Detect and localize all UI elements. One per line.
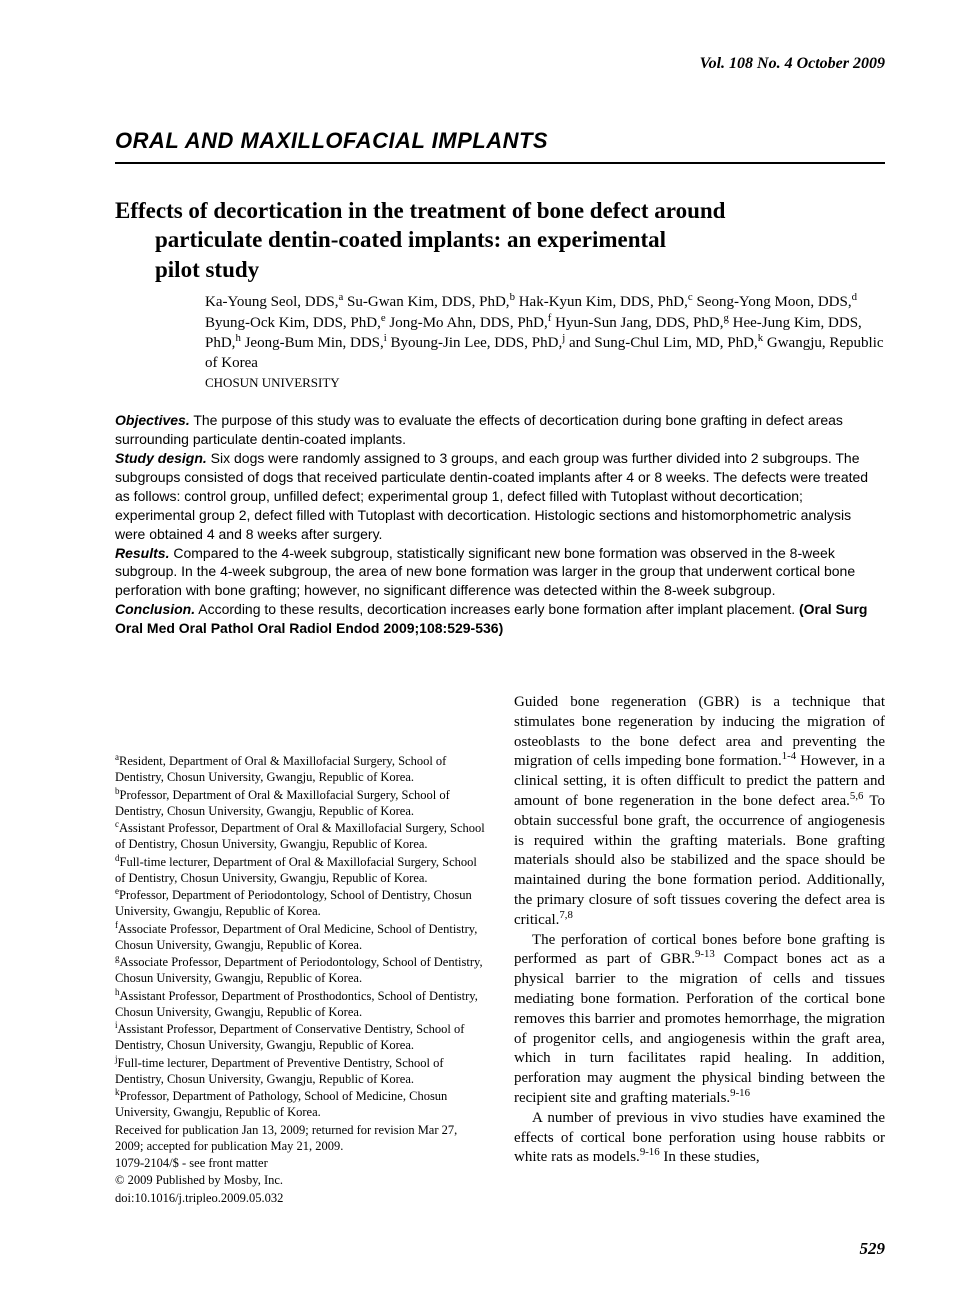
abs-heading-conclusion: Conclusion. <box>115 601 195 617</box>
footnote-line: kProfessor, Department of Pathology, Sch… <box>115 1088 486 1121</box>
abs-heading-study-design: Study design. <box>115 450 207 466</box>
footnote-line: Received for publication Jan 13, 2009; r… <box>115 1122 486 1155</box>
author-list: Ka-Young Seol, DDS,a Su-Gwan Kim, DDS, P… <box>115 292 885 373</box>
page: Vol. 108 No. 4 October 2009 ORAL AND MAX… <box>0 0 975 1309</box>
body-para-1: Guided bone regeneration (GBR) is a tech… <box>514 693 885 931</box>
footnote-line: aResident, Department of Oral & Maxillof… <box>115 753 486 786</box>
footnote-line: © 2009 Published by Mosby, Inc. <box>115 1172 486 1188</box>
abstract: Objectives. The purpose of this study wa… <box>115 411 885 638</box>
abstract-conclusion: Conclusion. According to these results, … <box>115 600 885 638</box>
title-line-2: particulate dentin-coated implants: an e… <box>115 225 885 254</box>
footnote-line: cAssistant Professor, Department of Oral… <box>115 820 486 853</box>
abs-heading-results: Results. <box>115 545 169 561</box>
section-banner: ORAL AND MAXILLOFACIAL IMPLANTS <box>115 128 885 164</box>
article-title: Effects of decortication in the treatmen… <box>115 196 885 284</box>
footnote-line: bProfessor, Department of Oral & Maxillo… <box>115 787 486 820</box>
footnote-line: doi:10.1016/j.tripleo.2009.05.032 <box>115 1190 486 1206</box>
two-column-region: aResident, Department of Oral & Maxillof… <box>115 693 885 1207</box>
footnote-line: jFull-time lecturer, Department of Preve… <box>115 1055 486 1088</box>
footnotes: aResident, Department of Oral & Maxillof… <box>115 753 486 1206</box>
page-number: 529 <box>115 1239 885 1259</box>
abs-text-objectives: The purpose of this study was to evaluat… <box>115 412 843 447</box>
footnote-line: eProfessor, Department of Periodontology… <box>115 887 486 920</box>
abs-text-conclusion: According to these results, decorticatio… <box>195 601 799 617</box>
abs-text-study-design: Six dogs were randomly assigned to 3 gro… <box>115 450 868 542</box>
affiliation-inline: CHOSUN UNIVERSITY <box>115 375 885 391</box>
abstract-objectives: Objectives. The purpose of this study wa… <box>115 411 885 449</box>
title-line-1: Effects of decortication in the treatmen… <box>115 196 885 225</box>
body-para-3: A number of previous in vivo studies hav… <box>514 1109 885 1168</box>
abs-heading-objectives: Objectives. <box>115 412 190 428</box>
footnote-line: fAssociate Professor, Department of Oral… <box>115 921 486 954</box>
footnote-line: gAssociate Professor, Department of Peri… <box>115 954 486 987</box>
title-line-3: pilot study <box>115 255 885 284</box>
footnote-line: hAssistant Professor, Department of Pros… <box>115 988 486 1021</box>
body-para-2: The perforation of cortical bones before… <box>514 931 885 1109</box>
abstract-results: Results. Compared to the 4-week subgroup… <box>115 544 885 601</box>
title-block: Effects of decortication in the treatmen… <box>115 196 885 391</box>
running-head: Vol. 108 No. 4 October 2009 <box>115 55 885 73</box>
footnote-line: 1079-2104/$ - see front matter <box>115 1155 486 1171</box>
body-text: Guided bone regeneration (GBR) is a tech… <box>514 693 885 1168</box>
abs-text-results: Compared to the 4-week subgroup, statist… <box>115 545 855 599</box>
footnote-line: dFull-time lecturer, Department of Oral … <box>115 854 486 887</box>
right-column: Guided bone regeneration (GBR) is a tech… <box>514 693 885 1207</box>
abstract-study-design: Study design. Six dogs were randomly ass… <box>115 449 885 543</box>
left-column: aResident, Department of Oral & Maxillof… <box>115 693 486 1207</box>
footnote-line: iAssistant Professor, Department of Cons… <box>115 1021 486 1054</box>
